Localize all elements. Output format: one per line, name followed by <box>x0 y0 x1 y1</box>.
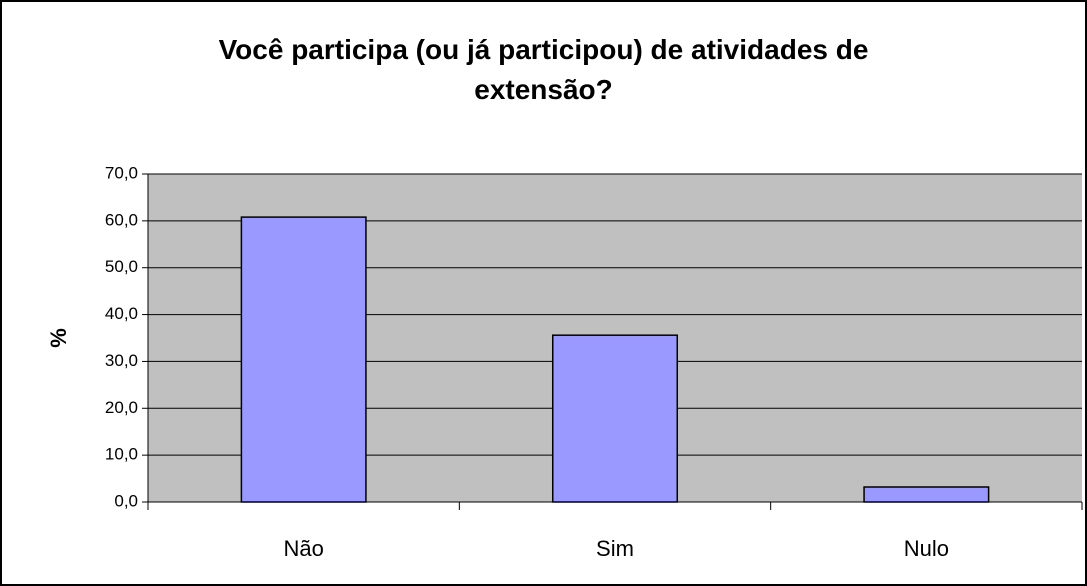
chart-title: Você participa (ou já participou) de ati… <box>218 34 869 105</box>
x-tick-label: Sim <box>596 536 634 561</box>
y-axis-label: % <box>46 328 71 348</box>
y-tick-label: 20,0 <box>105 398 138 417</box>
x-tick-label: Nulo <box>904 536 949 561</box>
y-tick-label: 10,0 <box>105 445 138 464</box>
bar <box>551 334 679 503</box>
y-tick-label: 70,0 <box>105 163 138 182</box>
bar <box>240 216 367 503</box>
y-tick-label: 50,0 <box>105 257 138 276</box>
bar <box>863 486 990 503</box>
y-tick-label: 60,0 <box>105 210 138 229</box>
y-tick-label: 30,0 <box>105 351 138 370</box>
y-tick-label: 40,0 <box>105 304 138 323</box>
x-tick-label: Não <box>283 536 323 561</box>
y-tick-label: 0,0 <box>114 491 138 510</box>
